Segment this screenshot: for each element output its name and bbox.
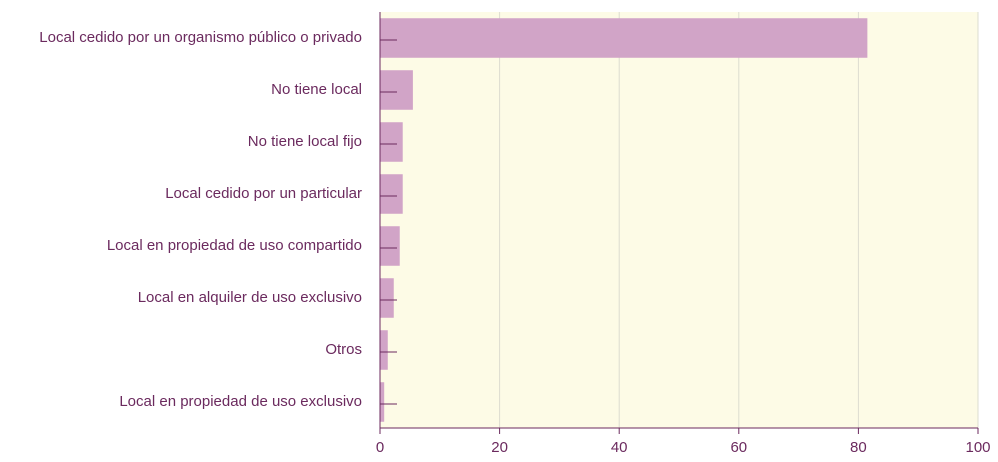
y-tick-label: No tiene local fijo [248,133,362,150]
x-tick-label: 60 [730,439,747,456]
plot-background [380,12,978,428]
x-tick-label: 20 [491,439,508,456]
y-tick-label: Local en propiedad de uso exclusivo [119,393,362,410]
bar [380,382,385,422]
y-tick-label: Local en alquiler de uso exclusivo [138,289,362,306]
y-tick-label: Otros [325,341,362,358]
bar [380,278,394,318]
x-tick-label: 80 [850,439,867,456]
y-tick-label: Local en propiedad de uso compartido [107,237,362,254]
bar [380,174,403,214]
bar [380,226,400,266]
x-tick-label: 0 [376,439,384,456]
bar [380,70,413,110]
bar [380,122,403,162]
bar [380,18,868,58]
y-tick-label: Local cedido por un organismo público o … [39,29,362,46]
y-tick-label: Local cedido por un particular [165,185,362,202]
x-tick-label: 40 [611,439,628,456]
x-tick-label: 100 [965,439,990,456]
y-tick-label: No tiene local [271,81,362,98]
bar [380,330,388,370]
